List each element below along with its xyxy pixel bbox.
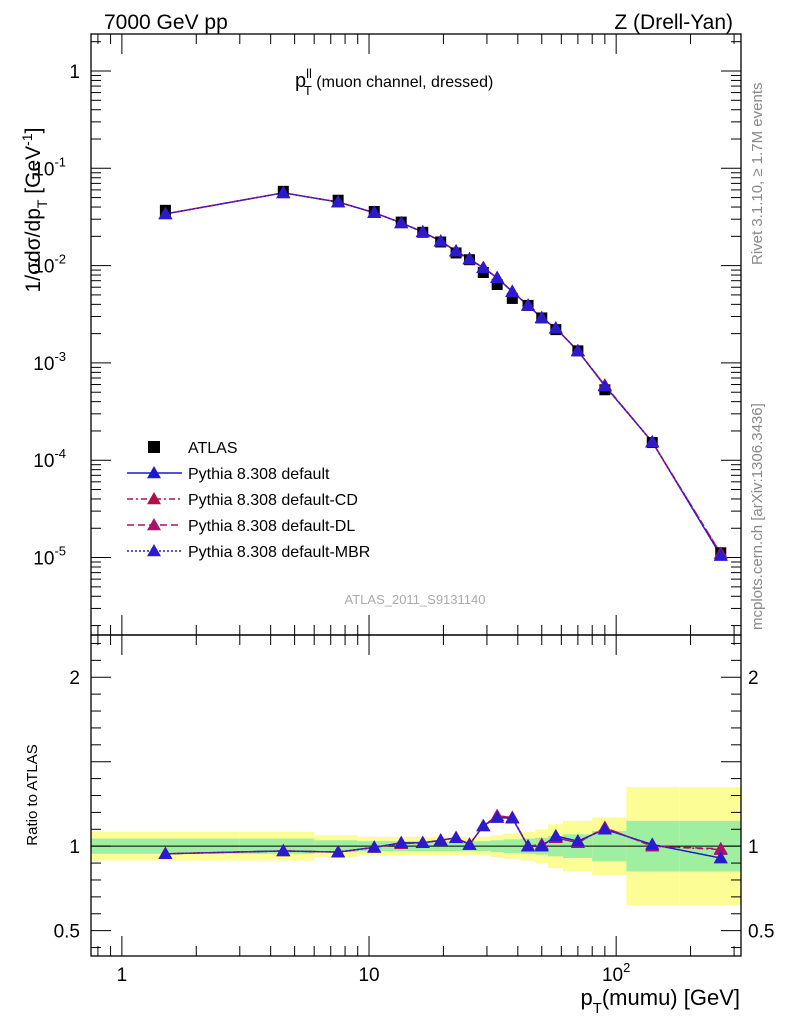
y-tick-label-exponent: -2 [54, 252, 66, 267]
series-marker-mbr [449, 244, 464, 257]
ratio-marker-mbr [158, 846, 173, 860]
analysis-label: ATLAS_2011_S9131140 [345, 592, 486, 607]
y-axis-label-main: 1/σdσ/dpT [GeV-1] [19, 128, 50, 293]
ratio-marker-mbr [476, 818, 491, 832]
main-title: pll T (muon channel, dressed) [295, 66, 493, 98]
legend-marker-cd [147, 492, 161, 505]
y-axis-label-ratio: Ratio to ATLAS [24, 744, 41, 845]
ratio-marker-mbr [548, 829, 563, 842]
y-tick-label-ratio-left: 0.5 [54, 922, 80, 943]
legend-label: Pythia 8.308 default-DL [188, 518, 355, 535]
legend-label: Pythia 8.308 default-MBR [188, 544, 370, 561]
series-marker-mbr [415, 224, 430, 238]
ratio-marker-mbr [367, 840, 382, 853]
ratio-marker-mbr [449, 830, 464, 843]
series-marker-mbr [433, 234, 448, 247]
series-marker-mbr [548, 321, 563, 334]
y-tick-label-ratio-left: 1 [69, 837, 80, 858]
ratio-marker-dl [713, 841, 728, 854]
y-tick-label-exponent: -1 [54, 154, 66, 169]
ratio-marker-mbr [415, 835, 430, 849]
series-marker-mbr [645, 434, 660, 448]
y-tick-label-exponent: -4 [54, 446, 66, 461]
header-right: Z (Drell-Yan) [614, 11, 733, 34]
x-tick-label-exponent: 2 [623, 960, 630, 975]
series-marker-mbr [521, 298, 536, 311]
series-marker-mbr [570, 343, 585, 357]
legend-marker-mbr [147, 544, 161, 557]
ratio-marker-mbr [433, 833, 448, 846]
series-marker-mbr [158, 206, 173, 220]
x-tick-label: 102 [602, 960, 630, 986]
main-series [158, 185, 728, 561]
x-tick-label: 10 [358, 965, 379, 986]
series-marker-mbr [394, 215, 409, 229]
rivet-label: Rivet 3.1.10, ≥ 1.7M events [749, 83, 766, 266]
x-axis-label: pT(mumu) [GeV] [580, 985, 740, 1017]
ratio-marker-mbr [534, 839, 549, 852]
ratio-marker-mbr [462, 837, 477, 850]
legend-label: Pythia 8.308 default-CD [188, 492, 358, 509]
ratio-marker-mbr [713, 851, 728, 864]
y-tick-label-main: 10-5 [33, 544, 66, 570]
ratio-marker-mbr [645, 837, 660, 850]
y-tick-label-main: 1 [69, 62, 80, 83]
series-marker-mbr [462, 251, 477, 265]
y-tick-label-exponent: -3 [54, 349, 66, 364]
y-tick-label-main: 10-3 [33, 349, 66, 375]
series-marker-mbr [367, 205, 382, 218]
series-marker-mbr [476, 260, 491, 274]
y-tick-label-ratio-left: 2 [69, 668, 80, 689]
ratio-marker-mbr [490, 810, 505, 823]
mcplots-label: mcplots.cern.ch [arXiv:1306.3436] [749, 403, 766, 630]
header-left: 7000 GeV pp [104, 11, 228, 34]
ratio-marker-mbr [394, 835, 409, 849]
ratio-marker-mbr [505, 811, 520, 824]
series-marker-mbr [505, 284, 520, 297]
series-marker-mbr [597, 378, 612, 392]
legend-marker-dl [147, 518, 161, 531]
series-marker-mbr [713, 548, 728, 561]
series-marker-mbr [534, 310, 549, 324]
ratio-marker-mbr [570, 834, 585, 847]
legend: ATLAS Pythia 8.308 default Pythia 8.308 de… [127, 440, 370, 561]
ratio-series [158, 808, 728, 864]
ratio-marker-mbr [521, 839, 536, 852]
data-point [491, 278, 503, 290]
legend-marker-default [147, 466, 161, 479]
series-marker-mbr [331, 195, 346, 208]
legend-label: ATLAS [188, 440, 238, 457]
ratio-marker-mbr [597, 822, 612, 835]
x-tick-label: 1 [117, 965, 128, 986]
y-tick-label-main: 10-4 [33, 446, 66, 472]
data-point [506, 292, 518, 304]
legend-marker-data [148, 441, 160, 453]
y-tick-label-ratio-right: 2 [748, 668, 759, 689]
series-marker-mbr [276, 185, 291, 199]
y-tick-label-exponent: -5 [54, 544, 66, 559]
y-tick-label-ratio-right: 1 [748, 837, 759, 858]
y-tick-label-ratio-right: 0.5 [748, 922, 774, 943]
ratio-marker-mbr [331, 845, 346, 858]
legend-label: Pythia 8.308 default [188, 466, 330, 483]
ratio-marker-mbr [276, 843, 291, 857]
series-marker-mbr [490, 270, 505, 284]
